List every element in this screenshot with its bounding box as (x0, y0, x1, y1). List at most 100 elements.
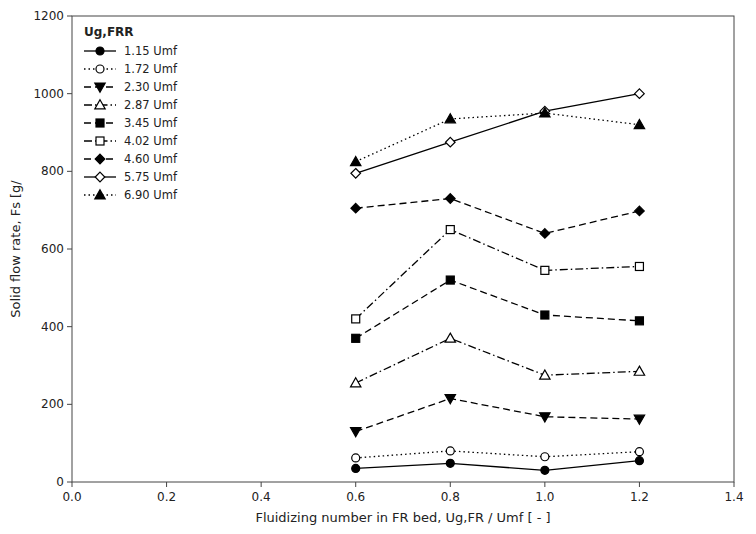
x-tick (544, 482, 545, 487)
point (445, 194, 455, 204)
point (446, 447, 454, 455)
y-tick (67, 93, 72, 94)
point (541, 311, 549, 319)
legend-label: 2.30 Umf (124, 80, 178, 94)
y-tick-label: 400 (41, 320, 64, 334)
legend-label: 2.87 Umf (124, 98, 178, 112)
series (351, 108, 645, 166)
series (351, 89, 644, 178)
point (352, 334, 360, 342)
point (635, 206, 645, 216)
legend-marker (96, 65, 104, 73)
y-tick-label: 600 (41, 242, 64, 256)
legend-marker (96, 119, 104, 127)
legend: Ug,FRR 1.15 Umf 1.72 Umf 2.30 Umf 2.87 Umf 3.… (84, 25, 178, 202)
point (635, 262, 643, 270)
legend-title: Ug,FRR (84, 25, 134, 39)
point (351, 378, 361, 387)
legend-label: 5.75 Umf (124, 170, 178, 184)
y-tick (67, 326, 72, 327)
series (351, 333, 645, 387)
plot-area (351, 89, 645, 474)
point (634, 415, 644, 424)
point (634, 120, 644, 129)
point (351, 168, 361, 178)
point (541, 453, 549, 461)
point (446, 276, 454, 284)
x-tick-label: 1.0 (535, 490, 554, 504)
legend-label: 1.15 Umf (124, 44, 178, 58)
legend-label: 3.45 Umf (124, 116, 178, 130)
legend-item: 1.15 Umf (84, 44, 178, 58)
point (445, 333, 455, 342)
legend-item: 5.75 Umf (84, 170, 178, 184)
point (635, 457, 643, 465)
y-tick (67, 171, 72, 172)
series (352, 226, 644, 323)
series (352, 447, 644, 462)
y-tick-label: 200 (41, 397, 64, 411)
x-tick (355, 482, 356, 487)
y-tick (67, 482, 72, 483)
legend-item: 3.45 Umf (84, 116, 178, 130)
series (352, 276, 644, 342)
x-axis-label: Fluidizing number in FR bed, Ug,FR / Umf… (255, 510, 550, 525)
x-tick-label: 0.4 (252, 490, 271, 504)
point (635, 448, 643, 456)
point (351, 428, 361, 437)
series-line (356, 399, 640, 432)
x-tick-label: 0.2 (157, 490, 176, 504)
legend-marker (95, 83, 105, 92)
x-tick (261, 482, 262, 487)
legend-label: 6.90 Umf (124, 188, 178, 202)
series-line (356, 94, 640, 174)
point (635, 317, 643, 325)
x-tick-label: 1.4 (724, 490, 743, 504)
x-tick-label: 0.0 (62, 490, 81, 504)
point (351, 156, 361, 165)
series (352, 457, 644, 475)
legend-label: 4.02 Umf (124, 134, 178, 148)
legend-marker (95, 100, 105, 109)
point (541, 266, 549, 274)
point (540, 413, 550, 422)
series (351, 395, 645, 437)
series-line (356, 230, 640, 319)
point (540, 370, 550, 379)
x-tick (450, 482, 451, 487)
y-tick-label: 800 (41, 164, 64, 178)
y-tick-label: 1200 (33, 9, 64, 23)
point (446, 226, 454, 234)
legend-marker (96, 137, 104, 145)
series (351, 194, 644, 239)
y-tick (67, 16, 72, 17)
point (445, 137, 455, 147)
legend-item: 1.72 Umf (84, 62, 178, 76)
point (445, 114, 455, 123)
point (352, 454, 360, 462)
legend-item: 2.87 Umf (84, 98, 178, 112)
point (540, 229, 550, 239)
point (634, 366, 644, 375)
legend-marker (95, 154, 105, 164)
y-tick-label: 1000 (33, 87, 64, 101)
x-tick (734, 482, 735, 487)
legend-marker (95, 190, 105, 199)
x-tick-label: 0.8 (441, 490, 460, 504)
point (635, 89, 645, 99)
legend-item: 4.02 Umf (84, 134, 178, 148)
y-tick (67, 404, 72, 405)
series-line (356, 451, 640, 458)
series-line (356, 113, 640, 162)
series-line (356, 199, 640, 234)
legend-label: 1.72 Umf (124, 62, 178, 76)
x-tick-label: 1.2 (630, 490, 649, 504)
point (352, 315, 360, 323)
x-tick (639, 482, 640, 487)
legend-item: 4.60 Umf (84, 152, 178, 166)
series-line (356, 338, 640, 383)
x-tick-label: 0.6 (346, 490, 365, 504)
legend-marker (96, 47, 104, 55)
legend-item: 2.30 Umf (84, 80, 178, 94)
x-tick (72, 482, 73, 487)
